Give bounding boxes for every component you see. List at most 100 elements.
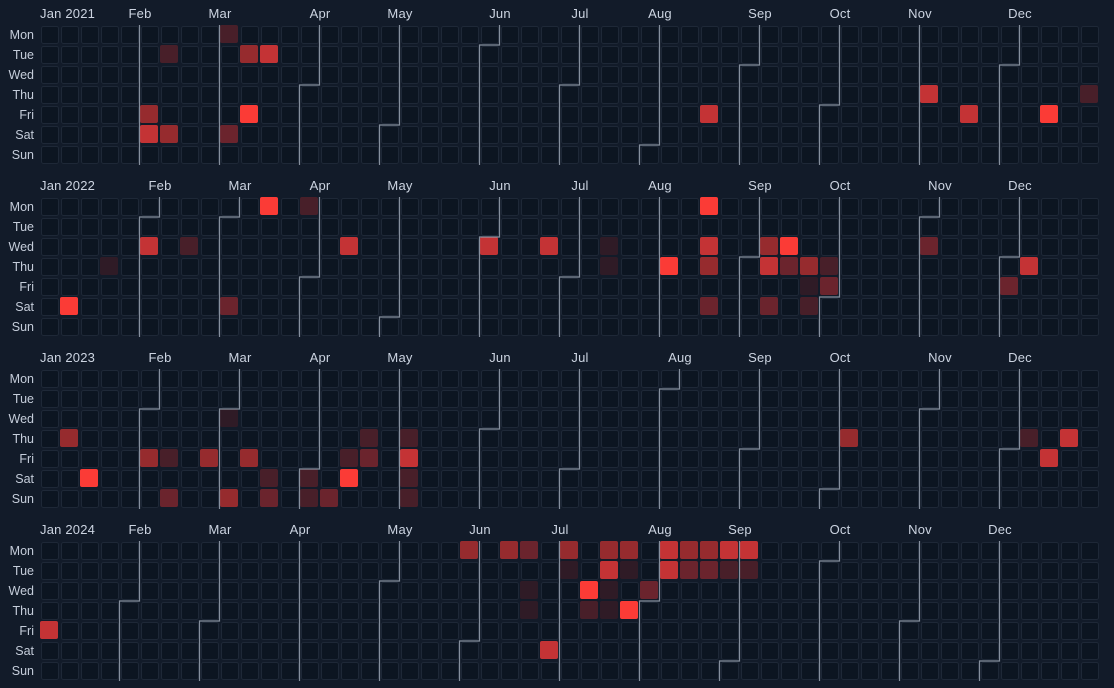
day-cell-2022-w5-d0[interactable] bbox=[141, 198, 159, 216]
day-cell-2021-w16-d2[interactable] bbox=[361, 66, 379, 84]
day-cell-2024-w41-d0[interactable] bbox=[861, 542, 879, 560]
day-cell-2021-w10-d0[interactable] bbox=[241, 26, 259, 44]
day-cell-2023-w44-d4[interactable] bbox=[921, 450, 939, 468]
day-cell-2023-w13-d2[interactable] bbox=[301, 410, 319, 428]
day-cell-2021-w41-d5[interactable] bbox=[861, 126, 879, 144]
day-cell-2021-w23-d1[interactable] bbox=[501, 46, 519, 64]
day-cell-2021-w4-d4[interactable] bbox=[121, 106, 139, 124]
day-cell-2024-w3-d0[interactable] bbox=[101, 542, 119, 560]
day-cell-2021-w52-d3[interactable] bbox=[1080, 85, 1098, 103]
day-cell-2023-w33-d6[interactable] bbox=[701, 490, 719, 508]
day-cell-2024-w42-d6[interactable] bbox=[881, 662, 899, 680]
day-cell-2024-w49-d6[interactable] bbox=[1021, 662, 1039, 680]
day-cell-2024-w47-d6[interactable] bbox=[981, 662, 999, 680]
day-cell-2021-w18-d1[interactable] bbox=[401, 46, 419, 64]
day-cell-2024-w31-d0[interactable] bbox=[660, 541, 678, 559]
day-cell-2021-w51-d5[interactable] bbox=[1061, 126, 1079, 144]
day-cell-2022-w13-d1[interactable] bbox=[301, 218, 319, 236]
day-cell-2022-w4-d2[interactable] bbox=[121, 238, 139, 256]
day-cell-2023-w18-d3[interactable] bbox=[400, 429, 418, 447]
day-cell-2023-w28-d6[interactable] bbox=[601, 490, 619, 508]
day-cell-2023-w0-d2[interactable] bbox=[41, 410, 59, 428]
day-cell-2024-w51-d4[interactable] bbox=[1061, 622, 1079, 640]
day-cell-2024-w48-d4[interactable] bbox=[1001, 622, 1019, 640]
day-cell-2023-w24-d5[interactable] bbox=[521, 470, 539, 488]
day-cell-2021-w41-d1[interactable] bbox=[861, 46, 879, 64]
day-cell-2023-w37-d5[interactable] bbox=[781, 470, 799, 488]
day-cell-2021-w28-d4[interactable] bbox=[601, 106, 619, 124]
day-cell-2022-w15-d0[interactable] bbox=[341, 198, 359, 216]
day-cell-2023-w30-d6[interactable] bbox=[641, 490, 659, 508]
day-cell-2022-w38-d4[interactable] bbox=[800, 277, 818, 295]
day-cell-2021-w12-d3[interactable] bbox=[281, 86, 299, 104]
day-cell-2022-w23-d6[interactable] bbox=[501, 318, 519, 336]
day-cell-2021-w32-d3[interactable] bbox=[681, 86, 699, 104]
day-cell-2021-w13-d4[interactable] bbox=[301, 106, 319, 124]
day-cell-2024-w10-d5[interactable] bbox=[241, 642, 259, 660]
day-cell-2024-w17-d3[interactable] bbox=[381, 602, 399, 620]
day-cell-2023-w28-d4[interactable] bbox=[601, 450, 619, 468]
day-cell-2021-w3-d3[interactable] bbox=[101, 86, 119, 104]
day-cell-2022-w17-d6[interactable] bbox=[381, 318, 399, 336]
day-cell-2021-w46-d2[interactable] bbox=[961, 66, 979, 84]
day-cell-2022-w8-d2[interactable] bbox=[201, 238, 219, 256]
day-cell-2023-w33-d3[interactable] bbox=[701, 430, 719, 448]
day-cell-2022-w11-d2[interactable] bbox=[261, 238, 279, 256]
day-cell-2021-w31-d4[interactable] bbox=[661, 106, 679, 124]
day-cell-2023-w42-d6[interactable] bbox=[881, 490, 899, 508]
day-cell-2022-w5-d5[interactable] bbox=[141, 298, 159, 316]
day-cell-2024-w23-d4[interactable] bbox=[501, 622, 519, 640]
day-cell-2024-w47-d2[interactable] bbox=[981, 582, 999, 600]
day-cell-2023-w12-d5[interactable] bbox=[281, 470, 299, 488]
day-cell-2021-w44-d4[interactable] bbox=[921, 106, 939, 124]
day-cell-2021-w10-d5[interactable] bbox=[241, 126, 259, 144]
day-cell-2024-w22-d5[interactable] bbox=[481, 642, 499, 660]
day-cell-2022-w10-d1[interactable] bbox=[241, 218, 259, 236]
day-cell-2022-w36-d4[interactable] bbox=[761, 278, 779, 296]
day-cell-2021-w44-d1[interactable] bbox=[921, 46, 939, 64]
day-cell-2024-w42-d0[interactable] bbox=[881, 542, 899, 560]
day-cell-2023-w17-d2[interactable] bbox=[381, 410, 399, 428]
day-cell-2021-w29-d0[interactable] bbox=[621, 26, 639, 44]
day-cell-2023-w31-d6[interactable] bbox=[661, 490, 679, 508]
day-cell-2022-w46-d3[interactable] bbox=[961, 258, 979, 276]
day-cell-2023-w18-d2[interactable] bbox=[401, 410, 419, 428]
day-cell-2023-w2-d6[interactable] bbox=[81, 490, 99, 508]
day-cell-2022-w18-d4[interactable] bbox=[401, 278, 419, 296]
day-cell-2021-w2-d1[interactable] bbox=[81, 46, 99, 64]
day-cell-2023-w32-d3[interactable] bbox=[681, 430, 699, 448]
day-cell-2022-w2-d0[interactable] bbox=[81, 198, 99, 216]
day-cell-2023-w33-d4[interactable] bbox=[701, 450, 719, 468]
day-cell-2024-w22-d2[interactable] bbox=[481, 582, 499, 600]
day-cell-2023-w49-d6[interactable] bbox=[1021, 490, 1039, 508]
day-cell-2024-w8-d6[interactable] bbox=[201, 662, 219, 680]
day-cell-2022-w13-d3[interactable] bbox=[301, 258, 319, 276]
day-cell-2021-w51-d6[interactable] bbox=[1061, 146, 1079, 164]
day-cell-2021-w24-d2[interactable] bbox=[521, 66, 539, 84]
day-cell-2024-w33-d0[interactable] bbox=[700, 541, 718, 559]
day-cell-2024-w34-d2[interactable] bbox=[721, 582, 739, 600]
day-cell-2021-w49-d1[interactable] bbox=[1021, 46, 1039, 64]
day-cell-2021-w24-d4[interactable] bbox=[521, 106, 539, 124]
day-cell-2021-w19-d1[interactable] bbox=[421, 46, 439, 64]
day-cell-2023-w18-d0[interactable] bbox=[401, 370, 419, 388]
day-cell-2022-w1-d2[interactable] bbox=[61, 238, 79, 256]
day-cell-2023-w12-d6[interactable] bbox=[281, 490, 299, 508]
day-cell-2021-w24-d5[interactable] bbox=[521, 126, 539, 144]
day-cell-2022-w26-d2[interactable] bbox=[561, 238, 579, 256]
day-cell-2021-w34-d6[interactable] bbox=[721, 146, 739, 164]
day-cell-2024-w41-d5[interactable] bbox=[861, 642, 879, 660]
day-cell-2021-w37-d1[interactable] bbox=[781, 46, 799, 64]
day-cell-2021-w42-d4[interactable] bbox=[881, 106, 899, 124]
day-cell-2024-w9-d4[interactable] bbox=[221, 622, 239, 640]
day-cell-2023-w43-d0[interactable] bbox=[901, 370, 919, 388]
day-cell-2024-w47-d0[interactable] bbox=[981, 542, 999, 560]
day-cell-2024-w24-d2[interactable] bbox=[520, 581, 538, 599]
day-cell-2021-w38-d0[interactable] bbox=[801, 26, 819, 44]
day-cell-2023-w35-d2[interactable] bbox=[741, 410, 759, 428]
day-cell-2022-w47-d6[interactable] bbox=[981, 318, 999, 336]
day-cell-2021-w32-d1[interactable] bbox=[681, 46, 699, 64]
day-cell-2021-w28-d2[interactable] bbox=[601, 66, 619, 84]
day-cell-2024-w49-d3[interactable] bbox=[1021, 602, 1039, 620]
day-cell-2024-w2-d6[interactable] bbox=[81, 662, 99, 680]
